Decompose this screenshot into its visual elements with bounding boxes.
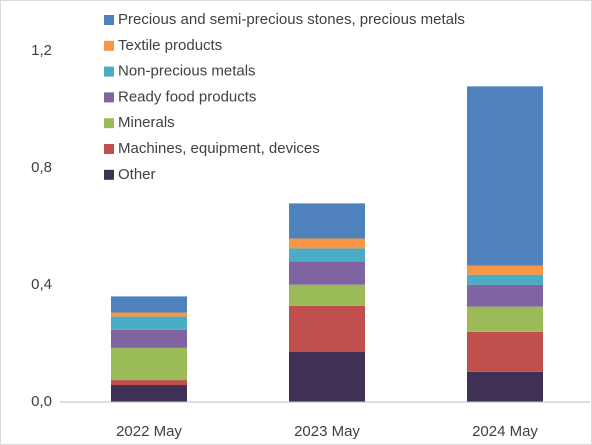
bar-segment bbox=[111, 380, 187, 386]
bar-segment bbox=[467, 86, 543, 266]
y-tick-label: 0,0 bbox=[31, 393, 52, 410]
bar-segment bbox=[111, 385, 187, 402]
legend-label: Minerals bbox=[118, 114, 175, 131]
bar-segment bbox=[467, 306, 543, 332]
legend-label: Non-precious metals bbox=[118, 63, 256, 80]
legend-swatch bbox=[104, 40, 114, 51]
legend-swatch bbox=[104, 169, 114, 180]
legend-swatch bbox=[104, 15, 114, 25]
legend-label: Other bbox=[118, 166, 156, 183]
x-tick-label: 2023 May bbox=[294, 423, 360, 440]
bar-segment bbox=[111, 312, 187, 317]
bar-segment bbox=[289, 248, 365, 262]
legend-swatch bbox=[104, 118, 114, 129]
bar-segment bbox=[289, 238, 365, 249]
bar-segment bbox=[467, 274, 543, 285]
bar-segment bbox=[111, 316, 187, 330]
bar-segment bbox=[111, 296, 187, 313]
x-tick-label: 2024 May bbox=[472, 423, 538, 440]
legend-label: Precious and semi-precious stones, preci… bbox=[118, 11, 465, 28]
legend-swatch bbox=[104, 66, 114, 77]
legend-swatch bbox=[104, 144, 114, 154]
legend-swatch bbox=[104, 92, 114, 103]
legend-label: Machines, equipment, devices bbox=[118, 140, 320, 157]
x-tick-label: 2022 May bbox=[116, 423, 182, 440]
bar-segment bbox=[467, 371, 543, 402]
y-tick-label: 0,8 bbox=[31, 159, 52, 176]
bar-segment bbox=[289, 305, 365, 352]
bar-segment bbox=[467, 331, 543, 372]
bar-segment bbox=[289, 261, 365, 285]
bar-segment bbox=[289, 351, 365, 402]
bar-segment bbox=[467, 265, 543, 275]
bar-segment bbox=[467, 284, 543, 307]
bar-segment bbox=[289, 284, 365, 306]
y-tick-label: 0,4 bbox=[31, 276, 52, 293]
bar-segment bbox=[111, 347, 187, 381]
legend-label: Textile products bbox=[118, 37, 222, 54]
bar-segment bbox=[289, 203, 365, 239]
y-tick-label: 1,2 bbox=[31, 42, 52, 59]
legend-label: Ready food products bbox=[118, 88, 256, 105]
bar-segment bbox=[111, 329, 187, 348]
